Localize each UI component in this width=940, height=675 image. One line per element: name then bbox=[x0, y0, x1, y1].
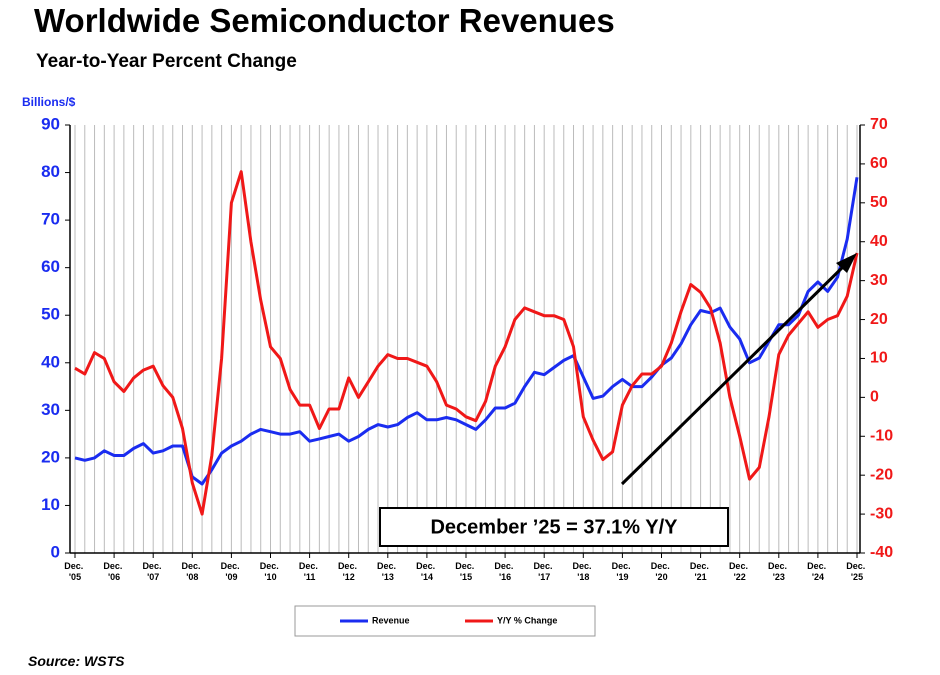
y2-tick-label: -10 bbox=[870, 427, 893, 444]
y2-tick-label: 20 bbox=[870, 311, 888, 328]
x-tick-label: Dec. '21 bbox=[690, 561, 712, 582]
annotation: December ’25 = 37.1% Y/Y bbox=[430, 516, 678, 538]
y2-tick-label: 10 bbox=[870, 350, 888, 367]
plot-area bbox=[70, 125, 860, 553]
trend-arrow bbox=[620, 260, 850, 486]
y2-tick-label: 60 bbox=[870, 155, 888, 172]
y-tick-label: 60 bbox=[41, 257, 60, 276]
source: Source: WSTS bbox=[28, 653, 125, 669]
y2-tick-label: -40 bbox=[870, 544, 893, 561]
x-tick-label: Dec. '13 bbox=[377, 561, 399, 582]
x-tick-label: Dec. '06 bbox=[103, 561, 125, 582]
x-tick-label: Dec. '24 bbox=[807, 561, 829, 582]
chart-subtitle: Year-to-Year Percent Change bbox=[36, 51, 297, 72]
x-tick-label: Dec. '19 bbox=[612, 561, 634, 582]
y-axis-label: Billions/$ bbox=[22, 95, 76, 109]
x-tick-label: Dec. '25 bbox=[846, 561, 868, 582]
y-tick-label: 70 bbox=[41, 210, 60, 229]
x-tick-label: Dec. '18 bbox=[573, 561, 595, 582]
y-tick-label: 80 bbox=[41, 162, 60, 181]
x-tick-label: Dec. '15 bbox=[455, 561, 477, 582]
x-tick-label: Dec. '23 bbox=[768, 561, 790, 582]
x-tick-label: Dec. '17 bbox=[533, 561, 555, 582]
y-tick-label: 0 bbox=[51, 542, 60, 561]
y-tick-label: 50 bbox=[41, 305, 60, 324]
x-tick-label: Dec. '08 bbox=[182, 561, 204, 582]
x-tick-label: Dec. '16 bbox=[494, 561, 516, 582]
legend-label: Y/Y % Change bbox=[497, 615, 557, 625]
arrow-head bbox=[836, 253, 857, 273]
y-tick-label: 30 bbox=[41, 400, 60, 419]
y2-tick-label: 0 bbox=[870, 389, 879, 406]
y-tick-label: 90 bbox=[41, 114, 60, 133]
x-tick-label: Dec. '20 bbox=[651, 561, 673, 582]
series-line bbox=[74, 177, 859, 486]
y2-tick-label: -30 bbox=[870, 505, 893, 522]
x-tick-label: Dec. '11 bbox=[299, 561, 321, 582]
x-tick-label: Dec. '12 bbox=[338, 561, 360, 582]
y-tick-label: 40 bbox=[41, 352, 60, 371]
x-tick-label: Dec. '10 bbox=[260, 561, 282, 582]
x-tick-label: Dec. '22 bbox=[729, 561, 751, 582]
chart-title: Worldwide Semiconductor Revenues bbox=[34, 2, 615, 39]
x-tick-label: Dec. '05 bbox=[64, 561, 86, 582]
y2-tick-label: 30 bbox=[870, 272, 888, 289]
y2-tick-label: 40 bbox=[870, 233, 888, 250]
y-tick-label: 10 bbox=[41, 495, 60, 514]
x-tick-label: Dec. '14 bbox=[416, 561, 438, 582]
legend-label: Revenue bbox=[372, 615, 410, 625]
y-tick-label: 20 bbox=[41, 447, 60, 466]
x-tick-label: Dec. '07 bbox=[142, 561, 164, 582]
annotation-box bbox=[379, 507, 729, 547]
y2-tick-label: -20 bbox=[870, 466, 893, 483]
y2-tick-label: 50 bbox=[870, 194, 888, 211]
x-tick-label: Dec. '09 bbox=[221, 561, 243, 582]
y2-tick-label: 70 bbox=[870, 116, 888, 133]
